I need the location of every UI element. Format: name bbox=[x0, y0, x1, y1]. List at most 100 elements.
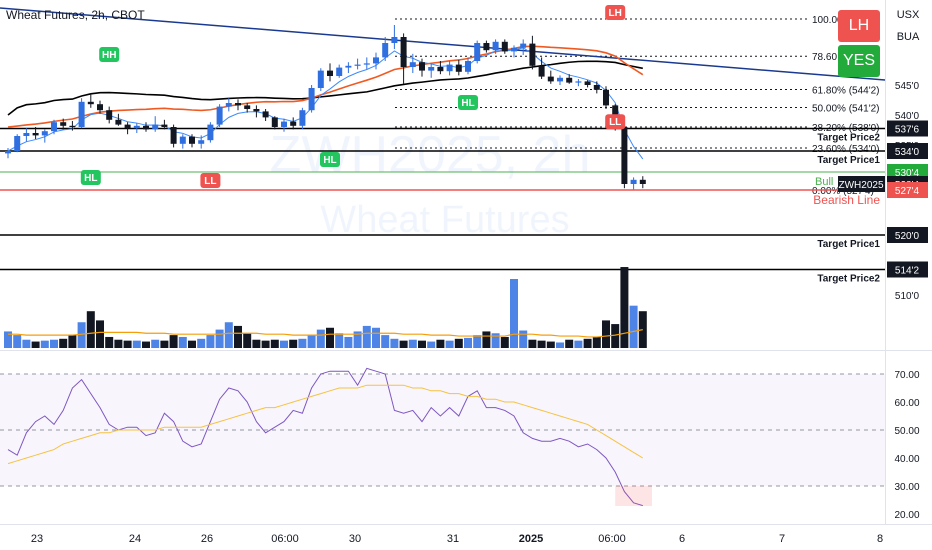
candle[interactable] bbox=[235, 99, 241, 111]
fast-ema-line bbox=[7, 47, 644, 160]
candle[interactable] bbox=[520, 39, 527, 55]
candle[interactable] bbox=[345, 62, 352, 73]
candle[interactable] bbox=[189, 134, 195, 148]
candle[interactable] bbox=[78, 98, 85, 129]
swing-marker[interactable]: HL bbox=[80, 170, 101, 185]
candle[interactable] bbox=[299, 107, 306, 130]
candle[interactable] bbox=[400, 33, 407, 84]
candle[interactable] bbox=[69, 121, 76, 131]
candle[interactable] bbox=[152, 116, 159, 132]
candle[interactable] bbox=[593, 81, 600, 94]
candle[interactable] bbox=[60, 118, 67, 130]
candle[interactable] bbox=[106, 106, 113, 124]
candle[interactable] bbox=[262, 109, 269, 121]
candle[interactable] bbox=[437, 61, 444, 75]
fib-level-label: 50.00% (541'2) bbox=[812, 104, 880, 115]
candle[interactable] bbox=[630, 177, 637, 190]
candle[interactable] bbox=[198, 135, 205, 149]
mode-label[interactable]: BUA bbox=[896, 31, 920, 43]
currency-label[interactable]: USX bbox=[896, 9, 920, 21]
price-badge-text: 514'2 bbox=[895, 266, 920, 277]
candle[interactable] bbox=[281, 118, 287, 132]
candle[interactable] bbox=[179, 134, 186, 149]
candle[interactable] bbox=[621, 124, 628, 189]
candle-body bbox=[501, 41, 508, 52]
candle[interactable] bbox=[409, 53, 416, 73]
candle[interactable] bbox=[547, 70, 554, 84]
candle[interactable] bbox=[97, 100, 103, 114]
candle[interactable] bbox=[455, 59, 462, 76]
candle[interactable] bbox=[23, 128, 30, 142]
candle[interactable] bbox=[133, 123, 140, 133]
candle[interactable] bbox=[603, 86, 609, 109]
candle[interactable] bbox=[51, 119, 57, 135]
price-badge-box bbox=[887, 227, 928, 243]
candle[interactable] bbox=[5, 148, 11, 159]
candle[interactable] bbox=[465, 57, 471, 75]
candle[interactable] bbox=[143, 122, 149, 132]
yes-button[interactable]: YES bbox=[838, 45, 880, 77]
candle[interactable] bbox=[529, 35, 536, 70]
candle[interactable] bbox=[483, 40, 490, 53]
candle[interactable] bbox=[391, 25, 398, 49]
swing-marker[interactable]: HL bbox=[320, 152, 340, 167]
candle[interactable] bbox=[419, 58, 425, 77]
candle-body bbox=[262, 111, 269, 118]
candle[interactable] bbox=[336, 64, 343, 78]
candle[interactable] bbox=[317, 68, 324, 91]
candle[interactable] bbox=[207, 122, 214, 143]
candle[interactable] bbox=[566, 74, 573, 84]
price-badge: 514'2 bbox=[887, 261, 928, 278]
candle-body bbox=[299, 110, 306, 126]
candle[interactable] bbox=[87, 93, 94, 108]
candle[interactable] bbox=[639, 176, 646, 189]
candle[interactable] bbox=[216, 104, 223, 127]
volume-bar bbox=[353, 331, 362, 348]
candle[interactable] bbox=[271, 116, 278, 130]
candle[interactable] bbox=[161, 119, 168, 130]
candle[interactable] bbox=[14, 134, 21, 153]
candle[interactable] bbox=[538, 57, 545, 79]
volume-bar bbox=[335, 333, 344, 348]
candle[interactable] bbox=[115, 113, 122, 126]
candle[interactable] bbox=[32, 127, 39, 139]
candle[interactable] bbox=[308, 85, 315, 113]
candle[interactable] bbox=[501, 39, 508, 54]
candle[interactable] bbox=[511, 45, 517, 58]
swing-marker[interactable]: LL bbox=[605, 114, 626, 130]
candle[interactable] bbox=[575, 79, 582, 87]
swing-marker-label: LL bbox=[609, 117, 621, 128]
candle[interactable] bbox=[446, 61, 453, 76]
candle[interactable] bbox=[557, 75, 563, 85]
swing-marker[interactable]: LL bbox=[200, 173, 221, 188]
candle[interactable] bbox=[354, 58, 361, 70]
candle[interactable] bbox=[170, 124, 177, 148]
rsi-oversold-fill bbox=[615, 486, 652, 506]
candle-body bbox=[575, 81, 582, 83]
swing-marker[interactable]: HH bbox=[99, 47, 120, 62]
candle[interactable] bbox=[428, 63, 435, 78]
candle[interactable] bbox=[363, 57, 370, 70]
candle[interactable] bbox=[244, 103, 251, 113]
lh-button[interactable]: LH bbox=[838, 10, 880, 42]
candle[interactable] bbox=[290, 117, 297, 130]
volume-bar bbox=[565, 339, 574, 348]
candle[interactable] bbox=[474, 40, 481, 64]
candle[interactable] bbox=[492, 39, 499, 54]
volume-bar bbox=[418, 340, 426, 348]
candle[interactable] bbox=[382, 37, 389, 61]
candle[interactable] bbox=[253, 105, 260, 118]
candle[interactable] bbox=[373, 52, 379, 70]
swing-marker-label: LL bbox=[204, 176, 216, 187]
candle[interactable] bbox=[327, 63, 333, 82]
candle-body bbox=[32, 133, 39, 136]
candle[interactable] bbox=[124, 122, 131, 135]
candle[interactable] bbox=[225, 98, 232, 112]
swing-marker[interactable]: HL bbox=[458, 95, 478, 110]
candle[interactable] bbox=[41, 129, 48, 143]
swing-marker[interactable]: LH bbox=[605, 5, 626, 20]
candle[interactable] bbox=[584, 80, 591, 88]
candle-body bbox=[446, 64, 453, 72]
